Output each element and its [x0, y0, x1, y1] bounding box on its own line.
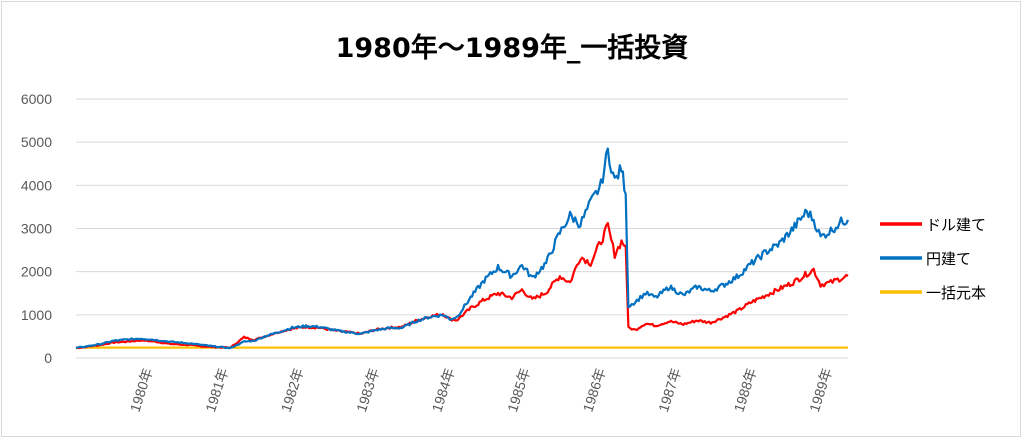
x-tick-label: 1980年 [127, 366, 156, 414]
x-tick-label: 1985年 [504, 366, 533, 414]
series-line-0 [75, 222, 849, 350]
y-tick-label: 6000 [21, 91, 52, 107]
series-lines [75, 147, 850, 350]
series-line-1 [75, 147, 850, 350]
y-tick-label: 5000 [21, 134, 52, 150]
x-tick-label: 1981年 [202, 366, 231, 414]
legend-label: 一括元本 [926, 284, 986, 302]
x-tick-label: 1988年 [730, 366, 759, 414]
x-tick-label: 1989年 [806, 366, 835, 414]
y-tick-label: 1000 [21, 307, 52, 323]
y-tick-label: 4000 [21, 177, 52, 193]
x-tick-label: 1987年 [655, 366, 684, 414]
y-tick-label: 3000 [21, 221, 52, 237]
chart-title: 1980年～1989年_一括投資 [336, 32, 689, 64]
x-axis-tick-labels: 1980年 1981年 1982年 1983年 1984年 1985年 1986年 1987年… [127, 366, 836, 414]
y-tick-label: 2000 [21, 264, 52, 280]
gridlines [76, 98, 848, 359]
x-tick-label: 1984年 [429, 366, 458, 414]
x-tick-label: 1983年 [353, 366, 382, 414]
x-tick-label: 1986年 [580, 366, 609, 414]
legend-label: 円建て [926, 250, 971, 268]
y-axis-tick-labels: 0 1000 2000 3000 4000 5000 6000 [21, 91, 52, 366]
legend-label: ドル建て [926, 216, 986, 234]
x-tick-label: 1982年 [278, 366, 307, 414]
y-tick-label: 0 [44, 350, 52, 366]
